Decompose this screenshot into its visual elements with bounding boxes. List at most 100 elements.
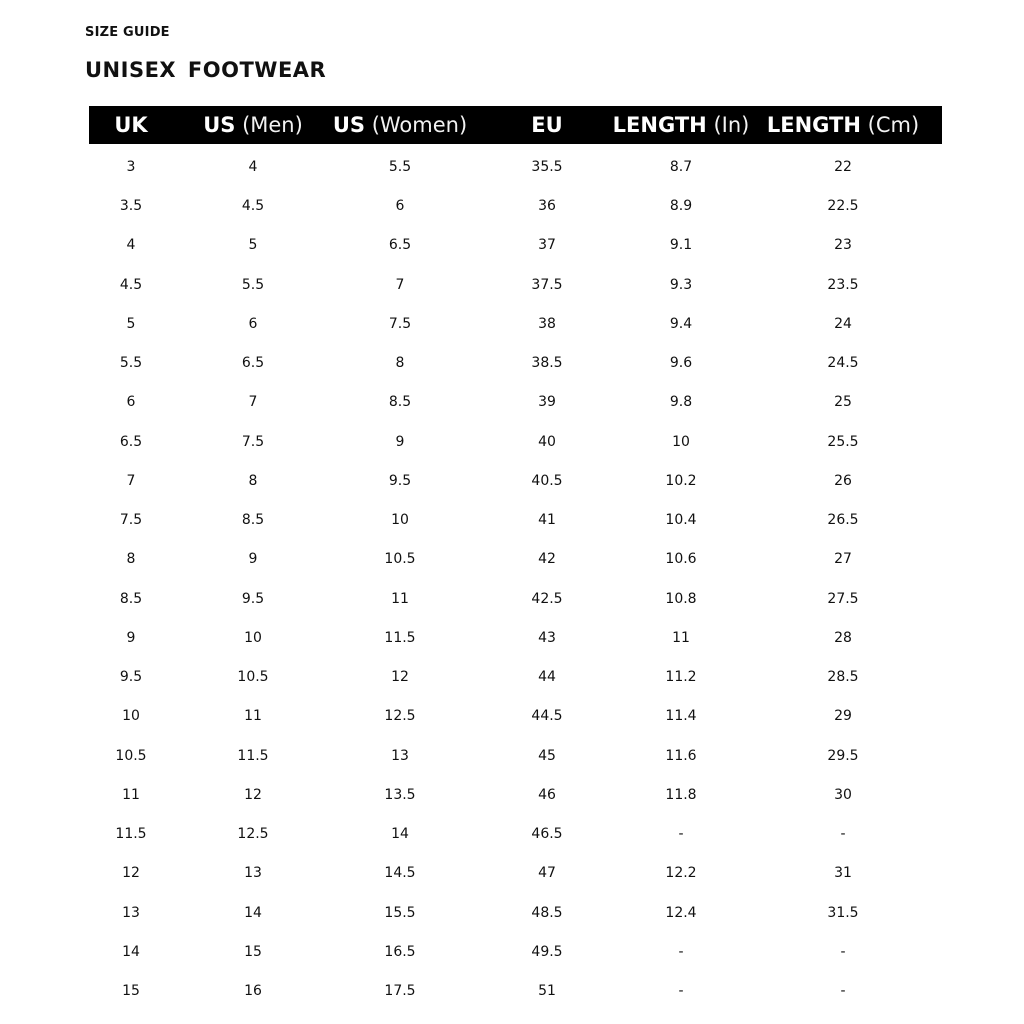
table-cell: 11.8 <box>665 786 697 803</box>
table-cell: 10 <box>244 629 262 646</box>
table-row: 6 7 8.5 39 9.8 25 <box>89 392 942 422</box>
table-cell: 7.5 <box>388 315 412 332</box>
column-header-bold: US <box>332 113 366 137</box>
table-cell: 7 <box>395 276 405 293</box>
table-cell: 42 <box>538 551 556 568</box>
table-cell: 25.5 <box>827 433 859 450</box>
table-cell: 44 <box>538 669 556 686</box>
table-cell: 6 <box>126 394 136 411</box>
column-header-bold: US <box>203 113 236 137</box>
table-row: 4 5 6.5 37 9.1 23 <box>89 235 942 265</box>
table-cell: 10.5 <box>384 551 416 568</box>
table-cell: 3.5 <box>119 198 143 215</box>
column-header-unit: (Cm) <box>867 113 920 137</box>
table-row: 11 12 13.5 46 11.8 30 <box>89 785 942 815</box>
table-cell: 5 <box>248 237 258 254</box>
table-row: 3.5 4.5 6 36 8.9 22.5 <box>89 196 942 226</box>
table-cell: 11 <box>672 629 690 646</box>
table-cell: 4 <box>248 159 258 175</box>
column-header-unit: (In) <box>713 113 750 137</box>
table-row: 4.5 5.5 7 37.5 9.3 23.5 <box>89 275 942 305</box>
table-cell: 6 <box>248 315 258 332</box>
table-cell: 38 <box>538 315 556 332</box>
table-cell: 7 <box>126 472 136 489</box>
table-cell: - <box>840 943 846 960</box>
table-row: 5 6 7.5 38 9.4 24 <box>89 314 942 344</box>
table-cell: 42.5 <box>531 590 563 607</box>
table-cell: - <box>678 943 684 960</box>
table-cell: 9 <box>395 433 405 450</box>
table-cell: 31.5 <box>827 904 859 921</box>
table-cell: 9.6 <box>669 355 693 372</box>
table-cell: 10.8 <box>665 590 697 607</box>
table-cell: 12.5 <box>384 708 416 725</box>
table-cell: 10.4 <box>665 512 697 529</box>
table-cell: - <box>840 826 846 843</box>
table-cell: 8 <box>395 355 405 372</box>
table-row: 3 4 5.5 35.5 8.7 22 <box>89 157 942 187</box>
table-row: 10.5 11.5 13 45 11.6 29.5 <box>89 746 942 776</box>
table-cell: 10.5 <box>115 747 147 764</box>
table-cell: 8.9 <box>669 198 693 215</box>
table-cell: 5.5 <box>388 159 412 175</box>
table-cell: 13 <box>122 904 140 921</box>
table-cell: 40.5 <box>531 472 563 489</box>
table-cell: 12 <box>244 786 262 803</box>
table-cell: 8.5 <box>388 394 412 411</box>
table-cell: 38.5 <box>531 355 563 372</box>
column-header: LENGTH (Cm) <box>763 113 923 137</box>
table-row: 14 15 16.5 49.5 - - <box>89 942 942 972</box>
column-header: UK <box>51 113 211 137</box>
table-cell: 16.5 <box>384 943 416 960</box>
table-cell: 12.2 <box>665 865 697 882</box>
table-cell: 11 <box>391 590 409 607</box>
kicker-label: SIZE GUIDE <box>85 25 170 40</box>
table-cell: 51 <box>538 983 556 1000</box>
table-cell: 9 <box>126 629 136 646</box>
table-cell: 8 <box>248 472 258 489</box>
table-row: 10 11 12.5 44.5 11.4 29 <box>89 706 942 736</box>
table-cell: 15.5 <box>384 904 416 921</box>
table-cell: 8.5 <box>241 512 265 529</box>
table-cell: 17.5 <box>384 983 416 1000</box>
table-cell: - <box>840 983 846 1000</box>
table-cell: 11 <box>122 786 140 803</box>
table-cell: 46 <box>538 786 556 803</box>
table-row: 8.5 9.5 11 42.5 10.8 27.5 <box>89 589 942 619</box>
table-row: 8 9 10.5 42 10.6 27 <box>89 549 942 579</box>
table-cell: 11.2 <box>665 669 697 686</box>
table-cell: 4.5 <box>119 276 143 293</box>
table-row: 9 10 11.5 43 11 28 <box>89 628 942 658</box>
table-cell: 9.3 <box>669 276 693 293</box>
table-cell: 11 <box>244 708 262 725</box>
table-cell: 13 <box>391 747 409 764</box>
table-row: 11.5 12.5 14 46.5 - - <box>89 824 942 854</box>
column-header-unit: (Women) <box>371 113 468 137</box>
table-cell: 10 <box>391 512 409 529</box>
table-cell: 11.5 <box>115 826 147 843</box>
table-cell: 25 <box>834 394 852 411</box>
table-cell: 10 <box>122 708 140 725</box>
column-header: US (Men) <box>173 113 333 137</box>
table-cell: 39 <box>538 394 556 411</box>
table-cell: 12 <box>122 865 140 882</box>
table-cell: 40 <box>538 433 556 450</box>
table-row: 13 14 15.5 48.5 12.4 31.5 <box>89 903 942 933</box>
table-cell: 45 <box>538 747 556 764</box>
table-cell: 9.8 <box>669 394 693 411</box>
table-cell: 23 <box>834 237 852 254</box>
table-cell: 9.5 <box>388 472 412 489</box>
table-cell: 9.5 <box>119 669 143 686</box>
table-cell: 11.5 <box>237 747 269 764</box>
table-cell: 5.5 <box>241 276 265 293</box>
table-cell: 44.5 <box>531 708 563 725</box>
table-cell: 26.5 <box>827 512 859 529</box>
table-cell: 24 <box>834 315 852 332</box>
table-cell: 10.6 <box>665 551 697 568</box>
column-header-bold: LENGTH <box>766 113 861 137</box>
table-cell: 12.4 <box>665 904 697 921</box>
table-cell: 7.5 <box>241 433 265 450</box>
table-cell: 36 <box>538 198 556 215</box>
table-cell: 5.5 <box>119 355 143 372</box>
table-cell: 14 <box>391 826 409 843</box>
